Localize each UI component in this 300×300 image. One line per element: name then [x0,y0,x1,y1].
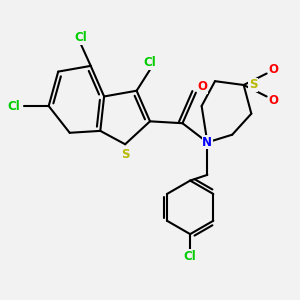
Text: Cl: Cl [75,32,88,44]
Text: N: N [202,136,212,149]
Text: O: O [268,63,278,76]
Text: Cl: Cl [8,100,21,112]
Text: Cl: Cl [144,56,156,69]
Text: Cl: Cl [184,250,197,263]
Text: S: S [121,148,129,161]
Text: O: O [268,94,278,107]
Text: S: S [249,79,257,92]
Text: O: O [198,80,208,93]
